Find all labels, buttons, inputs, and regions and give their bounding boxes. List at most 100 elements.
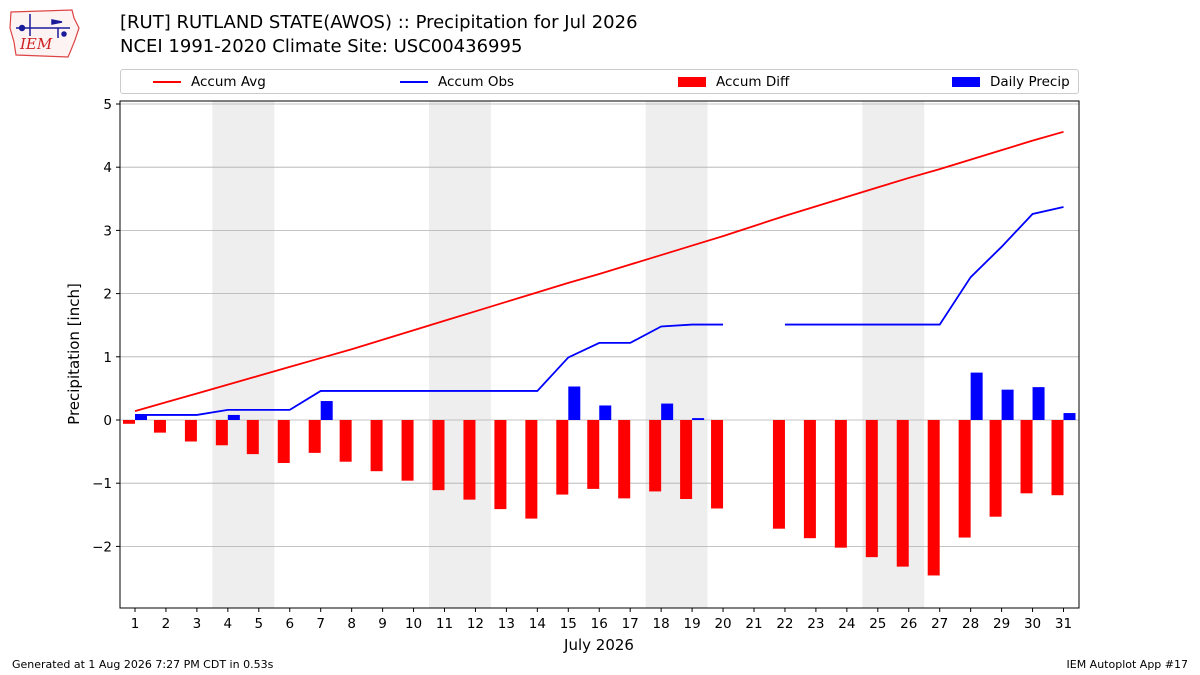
y-tick-label: 4 xyxy=(103,160,112,176)
x-tick-label: 6 xyxy=(285,616,294,632)
x-tick-label: 18 xyxy=(653,616,670,632)
legend-item-accum-diff: Accum Diff xyxy=(678,70,789,93)
x-tick-label: 31 xyxy=(1055,616,1072,632)
accum-diff-bar xyxy=(958,420,971,538)
legend-swatch-accum-diff xyxy=(678,76,706,87)
legend-item-daily-precip: Daily Precip xyxy=(952,70,1070,93)
accum-diff-bar xyxy=(556,420,569,495)
accum-avg-line xyxy=(134,130,1064,413)
x-tick-label: 12 xyxy=(467,616,484,632)
lines xyxy=(134,130,1064,416)
x-tick-label: 15 xyxy=(560,616,577,632)
daily-precip-bar xyxy=(227,414,240,420)
bars xyxy=(123,372,1076,576)
legend-label-accum-diff: Accum Diff xyxy=(716,73,790,90)
legend-swatch-daily-precip xyxy=(952,76,980,87)
accum-diff-bar xyxy=(401,420,414,481)
legend-item-accum-obs: Accum Obs xyxy=(400,70,514,93)
x-tick-label: 5 xyxy=(255,616,264,632)
daily-precip-bar xyxy=(970,372,983,420)
accum-diff-bar xyxy=(308,420,321,453)
y-tick-label: −2 xyxy=(92,539,112,555)
logo-text: IEM xyxy=(19,35,53,53)
y-tick-label: 1 xyxy=(103,350,112,366)
accum-diff-bar xyxy=(153,420,166,433)
accum-diff-bar xyxy=(680,420,693,499)
daily-precip-bar xyxy=(599,405,612,420)
accum-diff-bar xyxy=(1020,420,1033,494)
iem-logo: IEM xyxy=(9,9,80,58)
daily-precip-bar xyxy=(1032,387,1045,420)
x-tick-label: 4 xyxy=(224,616,233,632)
accum-diff-bar xyxy=(865,420,878,558)
x-tick-label: 8 xyxy=(347,616,356,632)
accum-diff-bar xyxy=(339,420,352,462)
accum-diff-bar xyxy=(834,420,847,548)
legend-label-accum-obs: Accum Obs xyxy=(438,73,515,90)
accum-diff-bar xyxy=(618,420,631,499)
daily-precip-bar xyxy=(568,386,581,420)
x-tick-label: 21 xyxy=(745,616,762,632)
x-tick-label: 30 xyxy=(1024,616,1041,632)
x-tick-label: 27 xyxy=(931,616,948,632)
accum-diff-bar xyxy=(370,420,383,472)
accum-diff-bar xyxy=(587,420,600,489)
x-tick-label: 13 xyxy=(498,616,515,632)
x-axis-label: July 2026 xyxy=(563,636,634,654)
accum-diff-bar xyxy=(989,420,1002,517)
daily-precip-bar xyxy=(135,414,147,420)
chart-subtitle: NCEI 1991-2020 Climate Site: USC00436995 xyxy=(120,36,523,57)
x-tick-label: 24 xyxy=(838,616,855,632)
y-axis-label: Precipitation [inch] xyxy=(65,283,83,425)
x-tick-label: 22 xyxy=(776,616,793,632)
daily-precip-bar xyxy=(661,403,674,420)
accum-diff-bar xyxy=(649,420,662,492)
x-tick-label: 23 xyxy=(807,616,824,632)
x-tick-label: 1 xyxy=(131,616,140,632)
accum-obs-line xyxy=(784,206,1064,326)
legend: Accum Avg Accum Obs Accum Diff Daily Pre… xyxy=(120,69,1079,94)
accum-diff-bar xyxy=(123,420,135,424)
chart-title: [RUT] RUTLAND STATE(AWOS) :: Precipitati… xyxy=(120,12,638,33)
y-tick-label: −1 xyxy=(92,476,112,492)
accum-diff-bar xyxy=(927,420,940,576)
x-tick-label: 10 xyxy=(405,616,422,632)
weekend-shading xyxy=(212,101,925,608)
x-tick-label: 26 xyxy=(900,616,917,632)
accum-diff-bar xyxy=(432,420,445,491)
y-tick-label: 2 xyxy=(103,287,112,303)
legend-label-accum-avg: Accum Avg xyxy=(191,73,266,90)
x-tick-label: 29 xyxy=(993,616,1010,632)
legend-swatch-accum-avg xyxy=(153,80,181,83)
y-axis-ticks: −2 −1 0 1 2 3 4 5 xyxy=(92,97,120,555)
y-tick-label: 3 xyxy=(103,223,112,239)
y-tick-label: 0 xyxy=(103,413,112,429)
daily-precip-bar xyxy=(692,418,705,420)
accum-diff-bar xyxy=(277,420,290,463)
x-axis-ticks: 1 2 3 4 5 6 7 8 9 10 11 12 13 14 15 16 17 18 19 20 21 22 23 24 2… xyxy=(131,608,1072,632)
accum-diff-bar xyxy=(463,420,476,500)
generated-timestamp: Generated at 1 Aug 2026 7:27 PM CDT in 0… xyxy=(12,658,274,671)
daily-precip-bar xyxy=(1001,389,1014,420)
accum-diff-bar xyxy=(494,420,507,510)
x-tick-label: 9 xyxy=(378,616,387,632)
weekend-shade-1 xyxy=(429,101,491,608)
weather-station-icon xyxy=(16,14,70,38)
legend-swatch-accum-obs xyxy=(400,80,428,83)
x-tick-label: 11 xyxy=(436,616,453,632)
legend-item-accum-avg: Accum Avg xyxy=(153,70,266,93)
x-tick-label: 3 xyxy=(193,616,202,632)
accum-diff-bar xyxy=(896,420,909,567)
x-tick-label: 16 xyxy=(591,616,608,632)
y-tick-label: 5 xyxy=(103,97,112,113)
weekend-shade-2 xyxy=(645,101,708,608)
x-tick-label: 17 xyxy=(622,616,639,632)
x-tick-label: 14 xyxy=(529,616,546,632)
x-tick-label: 28 xyxy=(962,616,979,632)
app-label: IEM Autoplot App #17 xyxy=(1066,658,1189,671)
x-tick-label: 20 xyxy=(714,616,731,632)
legend-label-daily-precip: Daily Precip xyxy=(990,73,1070,90)
accum-diff-bar xyxy=(711,420,724,509)
x-tick-label: 19 xyxy=(684,616,701,632)
